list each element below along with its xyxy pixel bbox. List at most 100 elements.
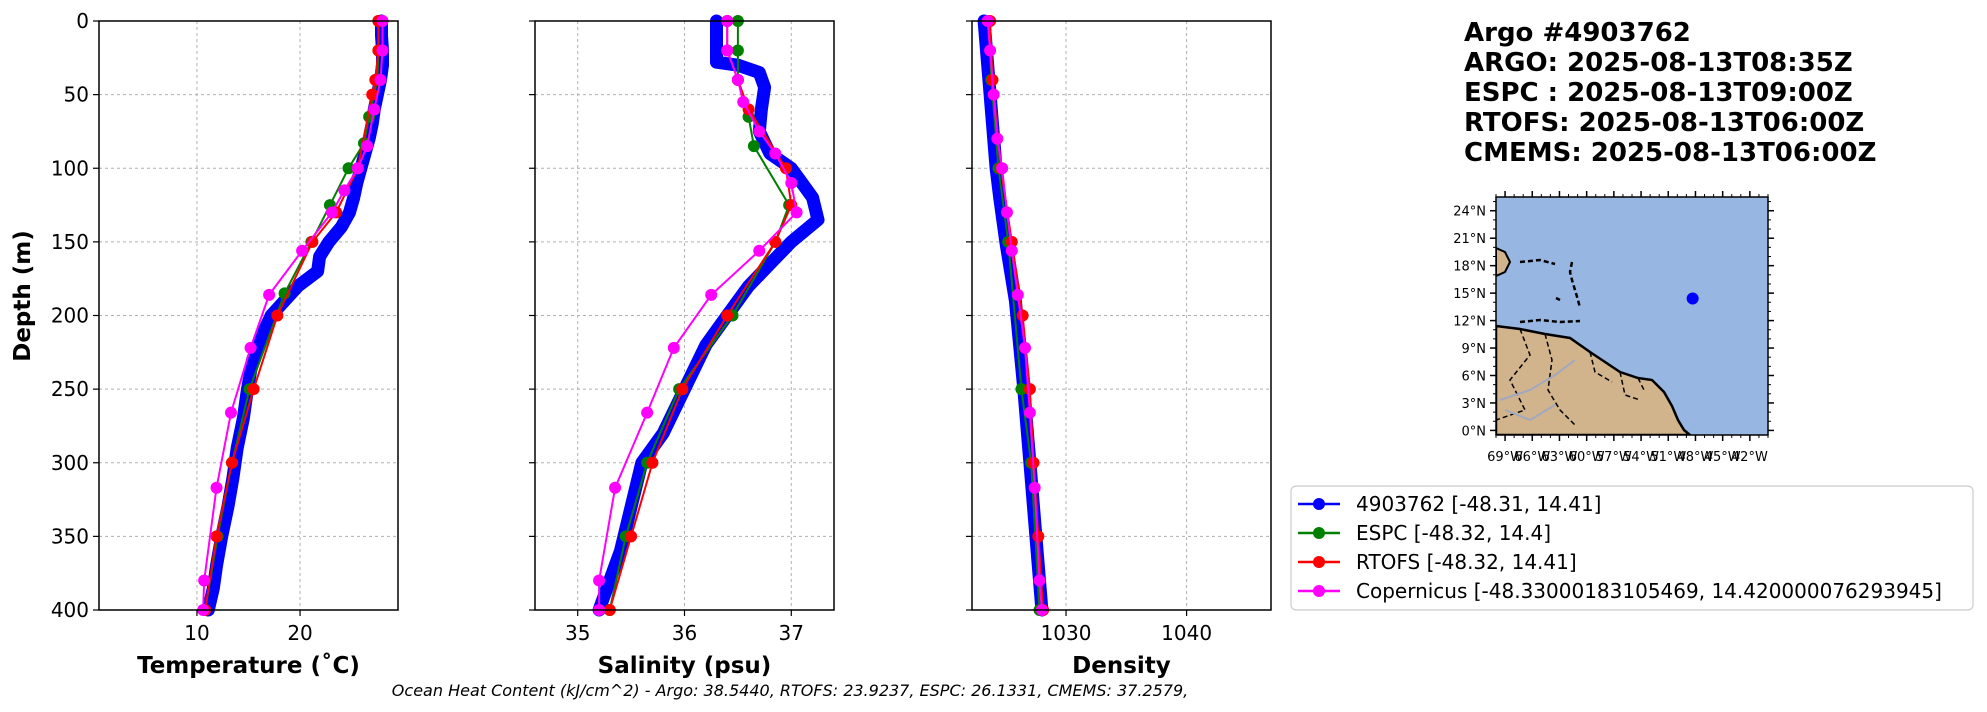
y-tick-label: 100 xyxy=(51,156,89,180)
data-point-copernicus xyxy=(1019,341,1032,354)
map-lon-label: 66°W xyxy=(1514,450,1550,465)
data-point-copernicus xyxy=(263,288,276,301)
x-axis-label: Temperature (˚C) xyxy=(137,652,360,679)
x-tick-label: 35 xyxy=(565,621,590,645)
y-tick-label: 250 xyxy=(51,377,89,401)
map-lat-label: 21°N xyxy=(1453,232,1486,247)
data-point-rtofs xyxy=(676,383,689,396)
x-tick-label: 1040 xyxy=(1161,621,1212,645)
legend-label: 4903762 [-48.31, 14.41] xyxy=(1356,492,1601,516)
data-point-copernicus xyxy=(991,132,1004,145)
map-land-south-america xyxy=(1496,324,1692,435)
legend-marker xyxy=(1313,498,1325,510)
data-point-copernicus xyxy=(1000,206,1013,219)
map-lon-label: 60°W xyxy=(1569,450,1605,465)
x-tick-label: 1030 xyxy=(1041,621,1092,645)
data-point-copernicus xyxy=(996,162,1009,175)
data-point-copernicus xyxy=(753,244,766,257)
map-lat-label: 9°N xyxy=(1462,342,1487,357)
data-point-copernicus xyxy=(641,406,654,419)
map-lat-label: 24°N xyxy=(1453,205,1486,220)
data-point-rtofs xyxy=(226,456,239,469)
y-tick-label: 0 xyxy=(76,9,89,33)
data-point-copernicus xyxy=(987,88,1000,101)
data-point-copernicus xyxy=(790,206,803,219)
data-point-copernicus xyxy=(667,341,680,354)
map-lat-label: 3°N xyxy=(1462,397,1487,412)
data-point-copernicus xyxy=(374,73,387,86)
map-lat-label: 12°N xyxy=(1453,315,1486,330)
data-point-copernicus xyxy=(984,44,997,57)
map-lon-label: 57°W xyxy=(1596,450,1632,465)
data-point-rtofs xyxy=(625,530,638,543)
data-point-copernicus xyxy=(1033,574,1046,587)
data-point-copernicus xyxy=(593,574,606,587)
y-tick-label: 50 xyxy=(64,83,89,107)
map-lon-label: 42°W xyxy=(1732,450,1768,465)
inset-map: 69°W66°W63°W60°W57°W54°W51°W48°W45°W42°W… xyxy=(1453,191,1774,465)
title-block: Argo #4903762 ARGO: 2025-08-13T08:35Z ES… xyxy=(1464,18,1876,168)
x-axis-label: Density xyxy=(1072,653,1171,679)
map-lat-label: 18°N xyxy=(1453,260,1486,275)
data-point-copernicus xyxy=(609,481,622,494)
data-point-rtofs xyxy=(769,235,782,248)
data-point-copernicus xyxy=(731,73,744,86)
data-point-rtofs xyxy=(366,88,379,101)
map-lon-label: 63°W xyxy=(1542,450,1578,465)
data-point-copernicus xyxy=(338,184,351,197)
map-lat-label: 6°N xyxy=(1462,370,1487,385)
density-panel: 1030 1040 Density xyxy=(966,14,1272,679)
data-point-copernicus xyxy=(1011,288,1024,301)
data-point-rtofs xyxy=(721,309,734,322)
data-point-rtofs xyxy=(1023,383,1036,396)
data-point-copernicus xyxy=(705,288,718,301)
legend: 4903762 [-48.31, 14.41] ESPC [-48.32, 14.… xyxy=(1290,485,1974,611)
y-tick-label: 300 xyxy=(51,451,89,475)
data-point-rtofs xyxy=(306,235,319,248)
data-point-copernicus xyxy=(296,244,309,257)
data-point-copernicus xyxy=(326,206,339,219)
map-lon-label: 45°W xyxy=(1705,450,1741,465)
y-tick-label: 150 xyxy=(51,230,89,254)
data-point-copernicus xyxy=(361,140,374,153)
data-point-copernicus xyxy=(376,44,389,57)
legend-marker xyxy=(1313,585,1325,597)
y-tick-label: 350 xyxy=(51,524,89,548)
data-point-rtofs xyxy=(271,309,284,322)
data-point-espc xyxy=(1015,383,1028,396)
data-point-copernicus xyxy=(210,481,223,494)
legend-label: RTOFS [-48.32, 14.41] xyxy=(1356,550,1577,574)
title-line-espc-time: ESPC : 2025-08-13T09:00Z xyxy=(1464,78,1853,108)
legend-label: Copernicus [-48.33000183105469, 14.42000… xyxy=(1356,579,1942,603)
data-point-espc xyxy=(342,162,355,175)
data-point-espc xyxy=(278,287,291,300)
data-point-espc xyxy=(747,140,760,153)
data-point-espc xyxy=(731,44,744,57)
data-point-rtofs xyxy=(1032,530,1045,543)
x-tick-label: 10 xyxy=(184,621,209,645)
title-line-argo-id: Argo #4903762 xyxy=(1464,18,1691,48)
map-lon-label: 51°W xyxy=(1650,450,1686,465)
float-marker xyxy=(1686,292,1699,305)
data-point-copernicus xyxy=(737,95,750,108)
y-axis-label: Depth (m) xyxy=(10,230,36,362)
map-ticks: 69°W66°W63°W60°W57°W54°W51°W48°W45°W42°W… xyxy=(1453,191,1774,465)
ocean-heat-content-caption: Ocean Heat Content (kJ/cm^2) - Argo: 38.… xyxy=(392,681,1188,700)
data-point-copernicus xyxy=(1005,244,1018,257)
map-lat-label: 15°N xyxy=(1453,287,1486,302)
data-point-rtofs xyxy=(210,530,223,543)
map-land-central xyxy=(1496,246,1512,278)
data-point-rtofs xyxy=(646,456,659,469)
title-line-rtofs-time: RTOFS: 2025-08-13T06:00Z xyxy=(1464,108,1864,138)
y-tick-label: 200 xyxy=(51,304,89,328)
data-point-copernicus xyxy=(368,103,381,116)
map-rivers xyxy=(1499,359,1576,422)
data-point-copernicus xyxy=(753,125,766,138)
salinity-panel: 35 36 37 Salinity (psu) xyxy=(529,14,835,679)
x-axis-label: Salinity (psu) xyxy=(598,653,772,679)
map-caribbean-islands xyxy=(1519,258,1582,324)
data-point-copernicus xyxy=(785,176,798,189)
data-point-copernicus xyxy=(224,406,237,419)
data-point-copernicus xyxy=(769,147,782,160)
title-line-cmems-time: CMEMS: 2025-08-13T06:00Z xyxy=(1464,138,1876,168)
